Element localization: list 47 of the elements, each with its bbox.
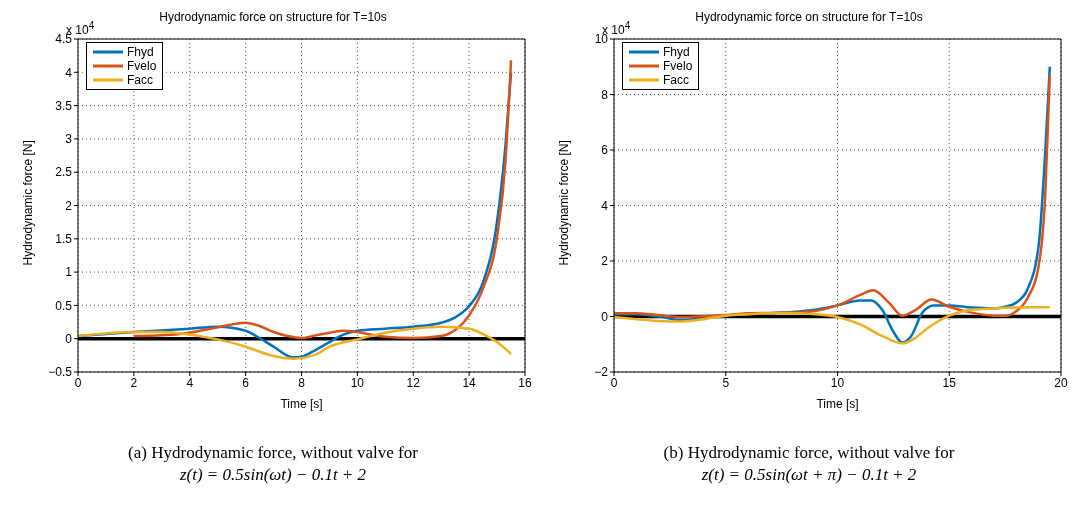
legend-label: Fhyd xyxy=(663,45,690,59)
x-tick-label: 20 xyxy=(1054,375,1068,390)
y-tick-label: 3.5 xyxy=(55,98,73,113)
chart-title: Hydrodynamic force on structure for T=10s xyxy=(695,10,923,24)
y-tick-label: −2 xyxy=(594,365,609,380)
text: z(t) = 0.5sin(ωt) − 0.1t + 2 xyxy=(178,464,368,486)
x-tick-label: 10 xyxy=(830,375,845,390)
legend-label: Facc xyxy=(127,73,154,87)
y-tick-label: 0 xyxy=(65,331,73,346)
text: (b) Hydrodynamic force, without valve for xyxy=(662,442,956,464)
x-tick-label: 5 xyxy=(722,375,730,390)
line-series xyxy=(78,325,513,360)
legend-label: Facc xyxy=(663,73,690,87)
x-tick-label: 12 xyxy=(406,375,421,390)
y-tick-label: 2 xyxy=(601,254,609,269)
y-tick-label: 6 xyxy=(601,143,609,158)
y-axis-title: Hydrodynamic force [N] xyxy=(21,140,36,266)
y-tick-label: 1 xyxy=(65,265,73,280)
y-tick-label: 10 xyxy=(594,32,609,47)
legend-label: Fvelo xyxy=(663,59,693,73)
y-tick-label: 8 xyxy=(601,87,609,102)
y-tick-label: 2 xyxy=(65,198,73,213)
x-axis-title: Time [s] xyxy=(816,397,859,411)
y-tick-label: −0.5 xyxy=(48,365,73,380)
y-tick-label: 0.5 xyxy=(55,298,73,313)
y-axis-title: Hydrodynamic force [N] xyxy=(557,140,572,266)
legend-label: Fhyd xyxy=(127,45,154,59)
x-tick-label: 10 xyxy=(350,375,365,390)
x-tick-label: 16 xyxy=(518,375,532,390)
x-tick-label: 15 xyxy=(942,375,957,390)
text: (a) Hydrodynamic force, without valve for xyxy=(127,442,419,464)
y-tick-label: 4 xyxy=(65,65,73,80)
y-tick-label: 3 xyxy=(65,132,73,147)
x-axis-title: Time [s] xyxy=(280,397,323,411)
y-tick-label: 2.5 xyxy=(55,165,73,180)
x-tick-label: 8 xyxy=(298,375,306,390)
x-tick-label: 6 xyxy=(242,375,250,390)
chart-title: Hydrodynamic force on structure for T=10s xyxy=(159,10,387,24)
x-tick-label: 14 xyxy=(462,375,477,390)
y-tick-label: 0 xyxy=(601,309,609,324)
y-tick-label: 1.5 xyxy=(55,232,73,247)
x-tick-label: 4 xyxy=(186,375,194,390)
y-tick-label: 4 xyxy=(601,198,609,213)
line-series xyxy=(614,306,1052,345)
text: z(t) = 0.5sin(ωt + π) − 0.1t + 2 xyxy=(700,464,918,486)
x-tick-label: 2 xyxy=(130,375,138,390)
legend-label: Fvelo xyxy=(127,59,157,73)
